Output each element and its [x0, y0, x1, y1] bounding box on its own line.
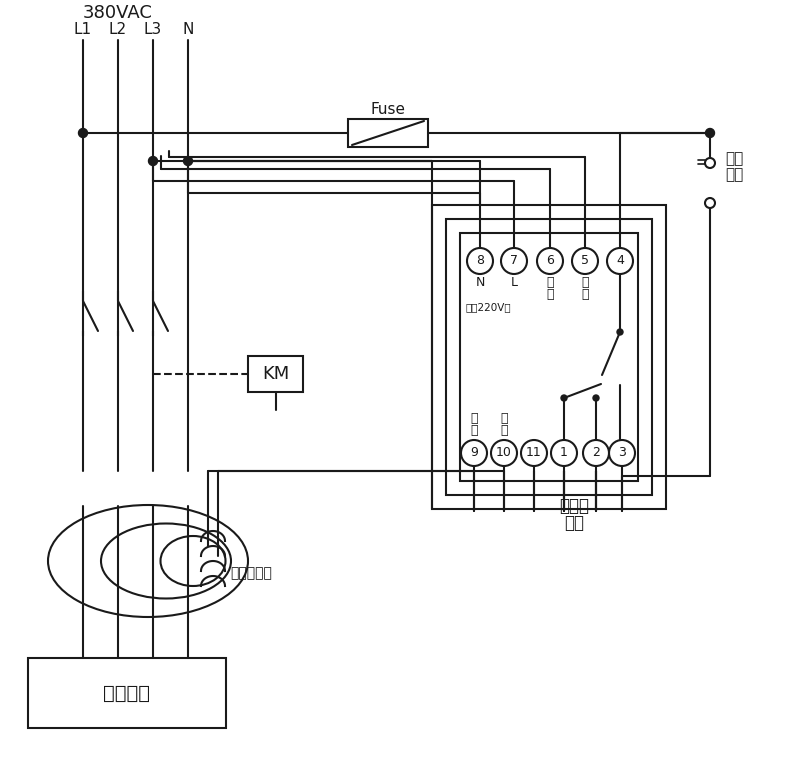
Text: 报警: 报警 — [564, 514, 584, 532]
Text: N: N — [475, 276, 485, 290]
Bar — [460, 233, 638, 481]
Text: L1: L1 — [74, 22, 92, 37]
Text: 380VAC: 380VAC — [83, 4, 153, 22]
Text: 电源220V～: 电源220V～ — [466, 302, 512, 312]
Text: 开关: 开关 — [725, 167, 743, 183]
Text: 11: 11 — [526, 447, 542, 459]
Text: 10: 10 — [496, 447, 512, 459]
Text: 1: 1 — [560, 447, 568, 459]
Text: 接声光: 接声光 — [559, 497, 589, 515]
Circle shape — [706, 129, 714, 137]
Bar — [248, 356, 303, 392]
Text: L3: L3 — [144, 22, 162, 37]
Text: 自锁: 自锁 — [725, 152, 743, 166]
Text: 号: 号 — [470, 412, 478, 425]
Text: L: L — [510, 276, 518, 290]
Text: 试: 试 — [546, 276, 554, 290]
Text: 试: 试 — [582, 276, 589, 290]
Circle shape — [617, 329, 623, 335]
Bar — [432, 205, 666, 509]
Bar — [446, 219, 652, 495]
Text: Fuse: Fuse — [370, 102, 406, 116]
Text: 号: 号 — [500, 412, 508, 425]
Text: 信: 信 — [500, 423, 508, 437]
Text: 7: 7 — [510, 255, 518, 268]
Circle shape — [593, 395, 599, 401]
Circle shape — [183, 156, 193, 166]
Text: KM: KM — [262, 365, 289, 383]
Text: 验: 验 — [546, 288, 554, 301]
Text: 4: 4 — [616, 255, 624, 268]
Text: 验: 验 — [582, 288, 589, 301]
Text: 信: 信 — [470, 423, 478, 437]
Text: N: N — [182, 22, 194, 37]
Bar — [348, 119, 428, 147]
Text: 6: 6 — [546, 255, 554, 268]
Circle shape — [561, 395, 567, 401]
Text: L2: L2 — [109, 22, 127, 37]
Text: 零序互感器: 零序互感器 — [230, 566, 272, 580]
Circle shape — [78, 129, 87, 137]
Text: 8: 8 — [476, 255, 484, 268]
Text: 用户设备: 用户设备 — [103, 683, 150, 702]
Circle shape — [149, 156, 158, 166]
Text: 9: 9 — [470, 447, 478, 459]
Text: 2: 2 — [592, 447, 600, 459]
Bar — [28, 658, 226, 728]
Text: 3: 3 — [618, 447, 626, 459]
Text: 5: 5 — [581, 255, 589, 268]
